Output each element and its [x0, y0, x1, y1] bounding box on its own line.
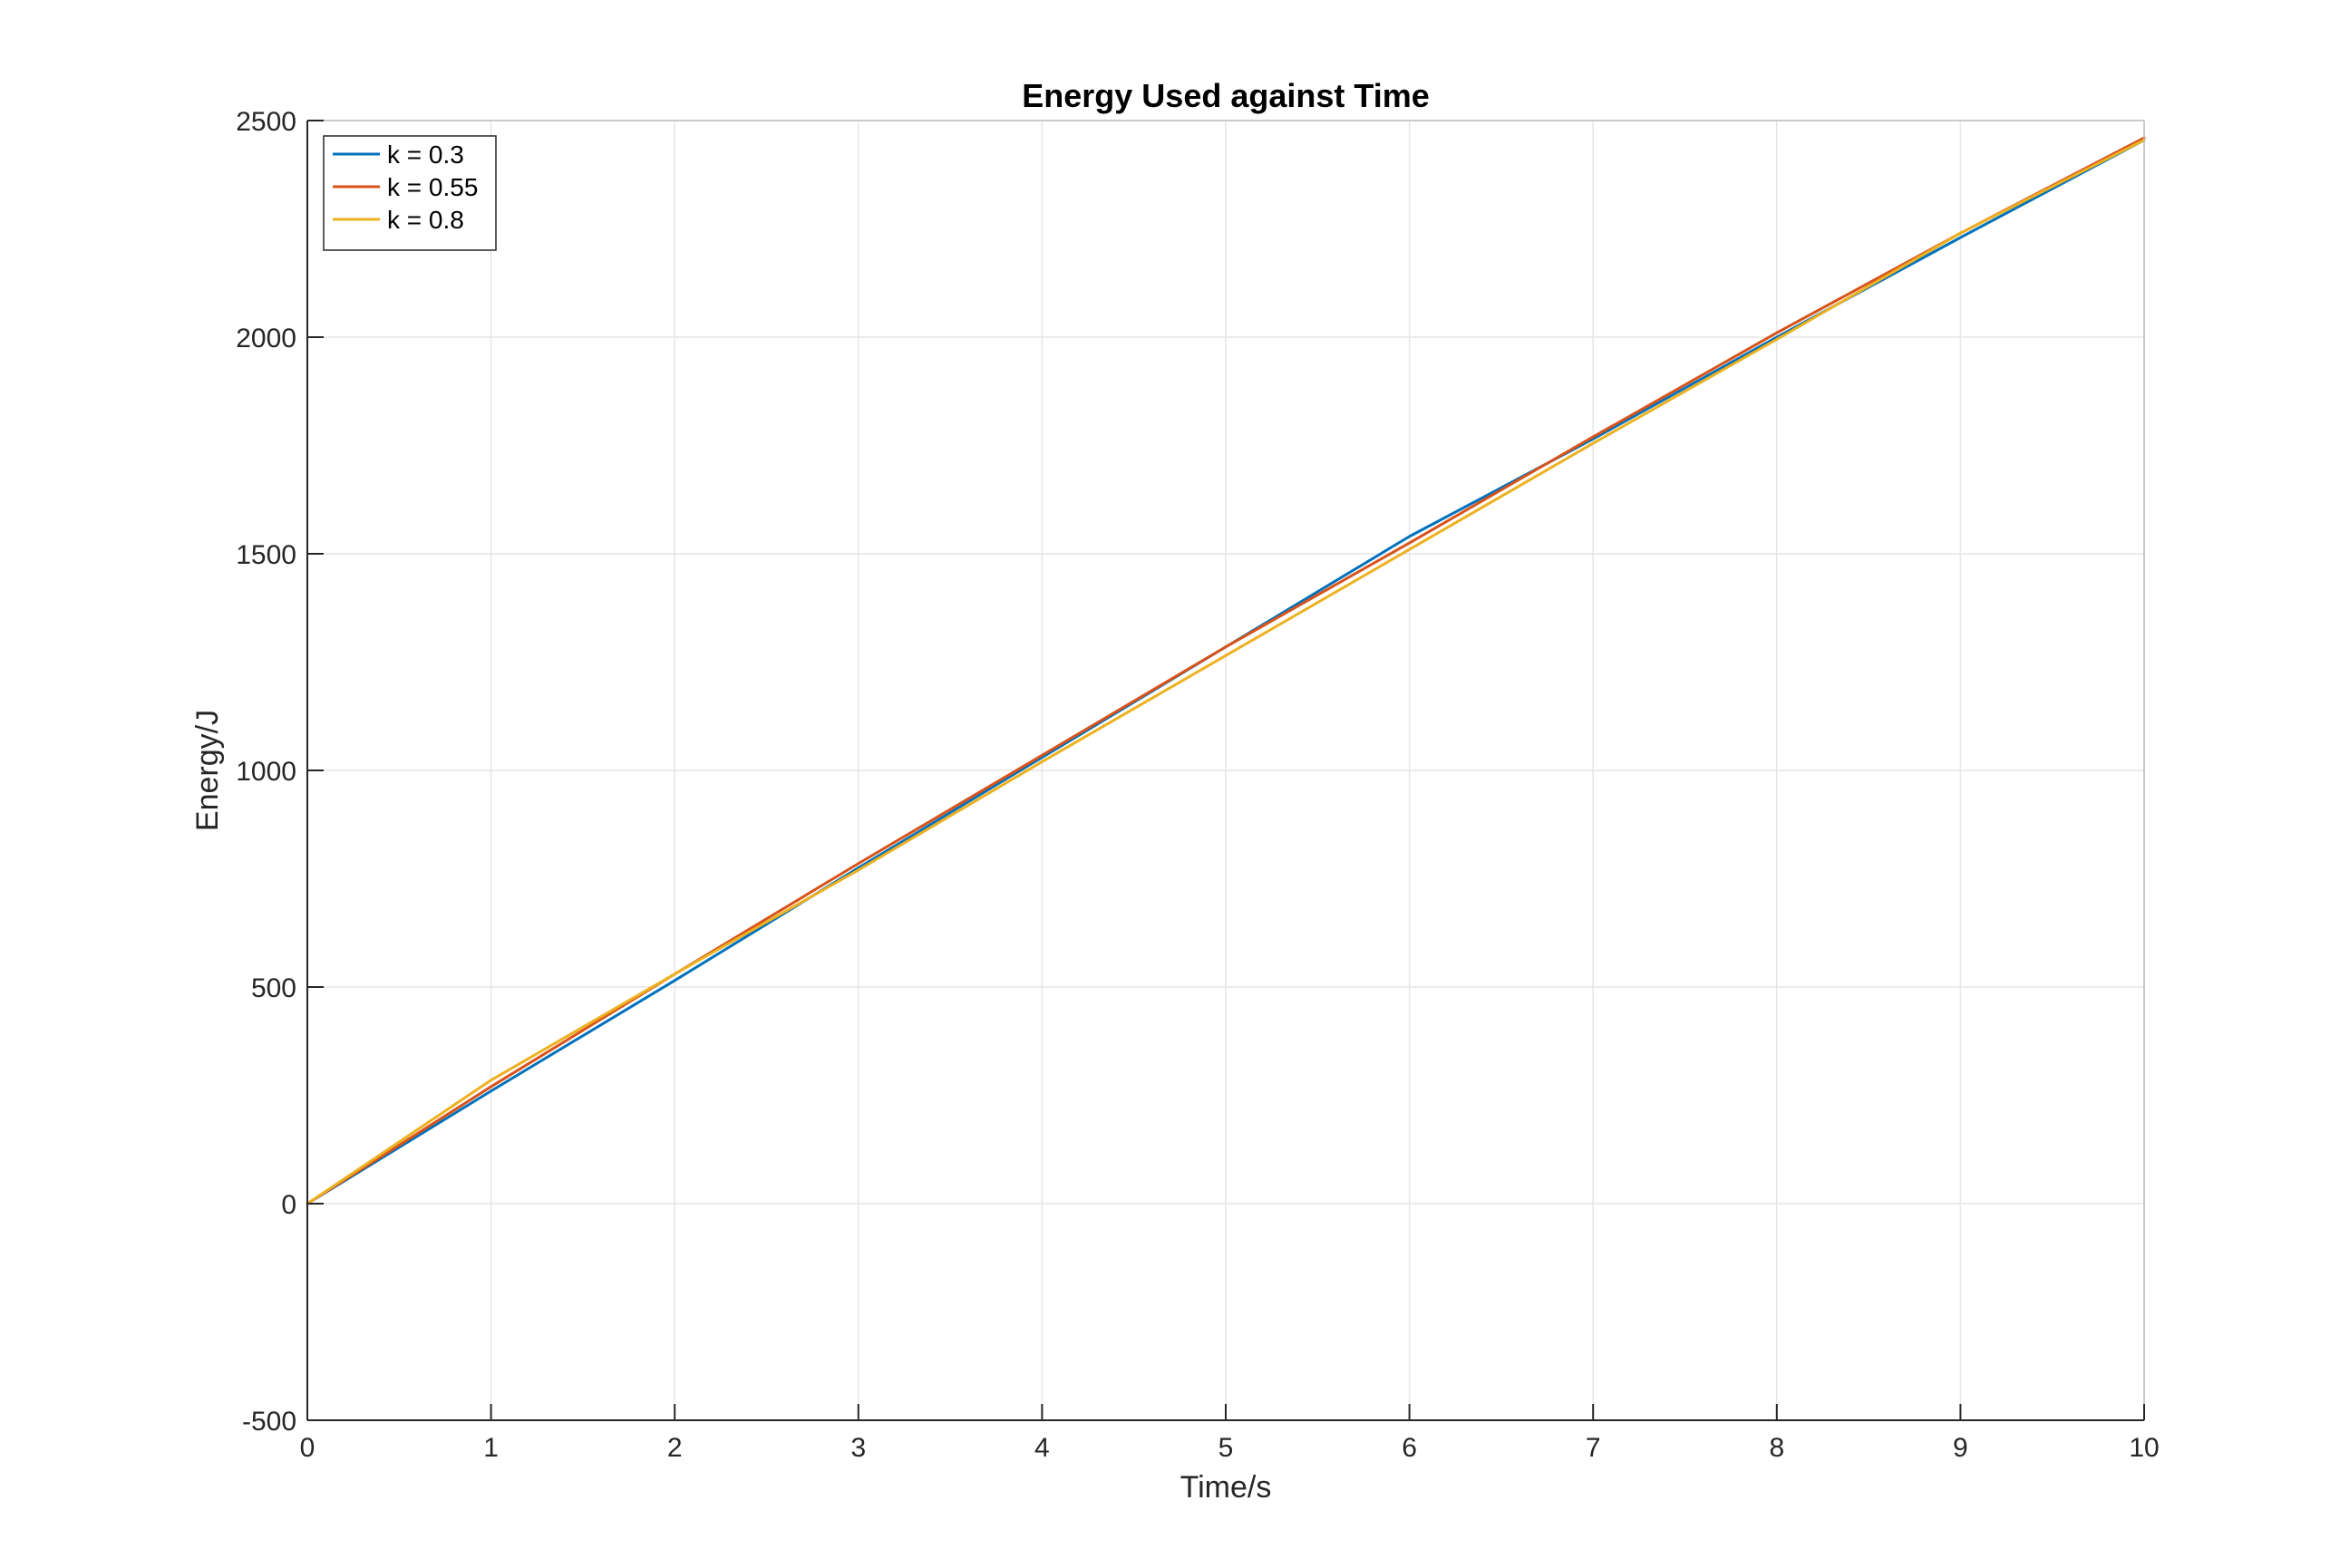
y-tick-label: 1000: [236, 757, 296, 787]
legend-label-1: k = 0.3: [387, 140, 464, 169]
x-tick-label: 3: [850, 1433, 866, 1463]
x-tick-label: 6: [1402, 1433, 1417, 1463]
legend-label-2: k = 0.55: [387, 173, 478, 201]
series-line-3: [306, 139, 2146, 1205]
y-axis-label: Energy/J: [190, 710, 225, 831]
x-axis-label: Time/s: [1180, 1470, 1272, 1505]
x-tick-label: 0: [300, 1433, 316, 1463]
y-tick-label: 1500: [236, 540, 296, 570]
legend: k = 0.3 k = 0.55 k = 0.8: [323, 135, 497, 251]
x-tick-label: 1: [483, 1433, 499, 1463]
chart-title: Energy Used against Time: [1022, 77, 1430, 114]
y-tick-label: 0: [281, 1190, 296, 1220]
y-tick-label: 2000: [236, 324, 296, 353]
x-tick-label: 10: [2129, 1433, 2159, 1463]
x-tick-label: 9: [1953, 1433, 1968, 1463]
x-axis-ticks: 0 1 2 3 4 5 6 7 8 9 10: [300, 1404, 2160, 1463]
x-tick-label: 8: [1769, 1433, 1784, 1463]
series-lines: [306, 136, 2146, 1205]
x-tick-label: 5: [1218, 1433, 1234, 1463]
legend-label-3: k = 0.8: [387, 206, 464, 234]
x-tick-label: 7: [1586, 1433, 1601, 1463]
y-tick-label: -500: [242, 1407, 296, 1437]
x-tick-label: 4: [1034, 1433, 1050, 1463]
series-line-2: [306, 136, 2146, 1205]
x-tick-label: 2: [667, 1433, 683, 1463]
y-tick-label: 500: [251, 973, 296, 1003]
y-axis-ticks: -500 0 500 1000 1500 2000 2500: [236, 107, 324, 1437]
y-tick-label: 2500: [236, 107, 296, 137]
